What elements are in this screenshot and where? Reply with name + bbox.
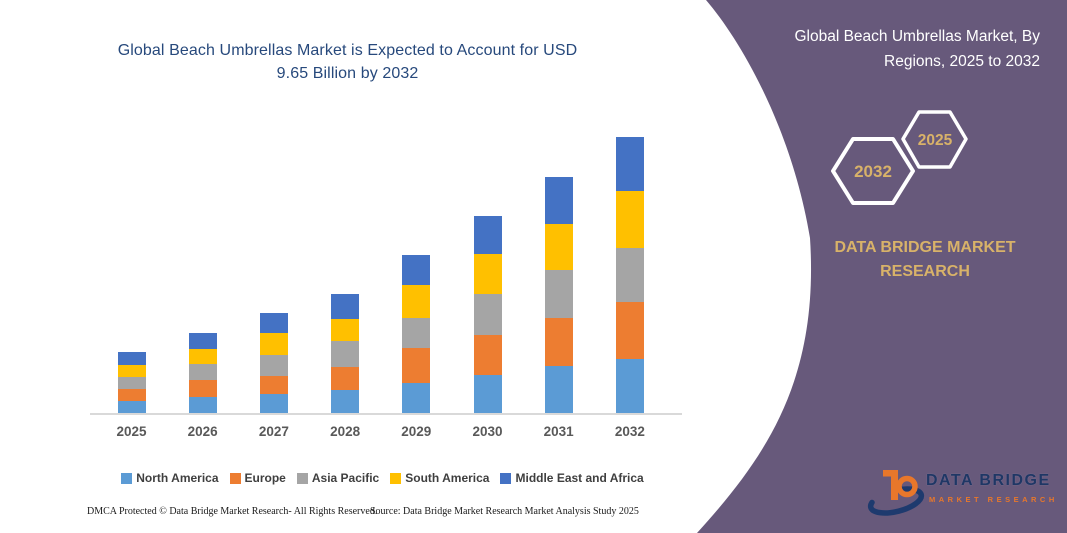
panel-title: Global Beach Umbrellas Market, By Region… <box>710 24 1040 74</box>
bar-segment-south-america <box>117 364 146 377</box>
bar-segment-south-america <box>615 191 644 248</box>
bar-segment-middle-east-and-africa <box>473 215 502 254</box>
bar-segment-europe <box>117 388 146 401</box>
x-axis-label: 2025 <box>116 424 147 439</box>
logo-subtitle: MARKET RESEARCH <box>929 495 1058 504</box>
bar-segment-north-america <box>331 390 360 413</box>
bar-2029 <box>402 255 431 413</box>
bar-segment-europe <box>544 318 573 367</box>
x-axis-label: 2028 <box>330 424 361 439</box>
bar-segment-asia-pacific <box>544 269 573 319</box>
logo-swoosh-icon <box>867 486 925 516</box>
bar-segment-asia-pacific <box>331 341 360 368</box>
bar-segment-europe <box>473 334 502 375</box>
bar-2025 <box>117 352 146 413</box>
brand-text: DATA BRIDGE MARKET RESEARCH <box>805 236 1045 284</box>
legend-item: Asia Pacific <box>296 471 380 485</box>
bar-2026 <box>188 333 217 413</box>
panel-title-line1: Global Beach Umbrellas Market, By <box>794 28 1040 45</box>
bar-segment-europe <box>615 302 644 359</box>
bar-2031 <box>544 177 573 413</box>
hexagon-2025-label: 2025 <box>918 132 953 149</box>
plot-area: 2025 2026 2027 2028 2029 2030 2031 2032 <box>116 137 645 439</box>
bar-segment-north-america <box>188 396 217 413</box>
legend-item: Middle East and Africa <box>500 471 644 485</box>
hexagon-2025-icon <box>901 110 968 169</box>
bar-segment-north-america <box>259 394 288 413</box>
bar-segment-middle-east-and-africa <box>117 352 146 365</box>
bar-segment-south-america <box>473 253 502 294</box>
bar-segment-north-america <box>615 358 644 413</box>
bar-segment-north-america <box>402 382 431 413</box>
legend-label: Asia Pacific <box>311 471 380 485</box>
chart-legend: North America Europe Asia Pacific South Ame… <box>85 471 680 485</box>
logo-title: DATA BRIDGE <box>926 472 1051 489</box>
footer-copyright: DMCA Protected © Data Bridge Market Rese… <box>87 506 378 517</box>
hexagon-2032-icon <box>831 137 915 205</box>
legend-swatch-icon <box>500 472 512 484</box>
bar-segment-asia-pacific <box>117 376 146 389</box>
bar-segment-middle-east-and-africa <box>544 177 573 224</box>
legend-label: North America <box>136 471 219 485</box>
x-axis-label: 2030 <box>472 424 503 439</box>
bar-segment-middle-east-and-africa <box>402 255 431 286</box>
bar-segment-north-america <box>544 366 573 413</box>
bar-segment-asia-pacific <box>473 294 502 335</box>
bar-segment-europe <box>331 367 360 391</box>
legend-swatch-icon <box>229 472 241 484</box>
x-axis-line <box>90 413 682 415</box>
bar-segment-north-america <box>117 400 146 413</box>
bar-segment-middle-east-and-africa <box>331 294 360 320</box>
bar-segment-asia-pacific <box>615 247 644 302</box>
bar-segment-south-america <box>331 319 360 342</box>
legend-label: Europe <box>244 471 286 485</box>
bar-segment-asia-pacific <box>402 318 431 349</box>
bar-2030 <box>473 215 502 413</box>
bar-segment-europe <box>402 348 431 383</box>
legend-item: Europe <box>229 471 286 485</box>
bar-segment-north-america <box>473 374 502 413</box>
chart-title-line2: 9.65 Billion by 2032 <box>276 65 419 82</box>
purple-panel-path <box>697 0 1067 533</box>
bar-2027 <box>259 313 288 413</box>
legend-item: South America <box>390 471 489 485</box>
bar-segment-south-america <box>402 285 431 319</box>
chart-title: Global Beach Umbrellas Market is Expecte… <box>75 39 620 85</box>
dbmr-logo-icon <box>867 470 925 516</box>
brand-text-line1: DATA BRIDGE MARKET <box>834 239 1016 256</box>
bar-segment-south-america <box>544 223 573 270</box>
brand-text-line2: RESEARCH <box>880 263 970 280</box>
bar-segment-south-america <box>188 349 217 365</box>
logo-bowl-icon <box>896 475 918 498</box>
x-axis-label: 2031 <box>543 424 574 439</box>
year-hexagons: 2032 2025 <box>831 110 968 205</box>
footer-source: Source: Data Bridge Market Research Mark… <box>370 506 639 517</box>
bar-segment-middle-east-and-africa <box>259 313 288 334</box>
bar-segment-asia-pacific <box>188 364 217 381</box>
legend-swatch-icon <box>121 472 133 484</box>
bar-segment-middle-east-and-africa <box>188 333 217 350</box>
bar-2032 <box>615 137 644 413</box>
logo-stem-icon <box>883 470 898 500</box>
x-axis-label: 2029 <box>401 424 432 439</box>
legend-item: North America <box>121 471 219 485</box>
chart-title-line1: Global Beach Umbrellas Market is Expecte… <box>117 42 578 59</box>
hexagon-2032-label: 2032 <box>854 162 892 181</box>
bar-segment-south-america <box>259 333 288 356</box>
bar-segment-europe <box>188 380 217 397</box>
legend-swatch-icon <box>296 472 308 484</box>
x-axis-label: 2027 <box>258 424 289 439</box>
bar-2028 <box>331 294 360 413</box>
bar-segment-middle-east-and-africa <box>615 137 644 192</box>
panel-title-line2: Regions, 2025 to 2032 <box>884 53 1040 70</box>
legend-label: South America <box>405 471 490 485</box>
legend-swatch-icon <box>390 472 402 484</box>
x-axis-label: 2032 <box>614 424 645 439</box>
bar-segment-europe <box>259 376 288 395</box>
legend-label: Middle East and Africa <box>515 471 644 485</box>
x-axis-label: 2026 <box>187 424 218 439</box>
bar-segment-asia-pacific <box>259 355 288 377</box>
